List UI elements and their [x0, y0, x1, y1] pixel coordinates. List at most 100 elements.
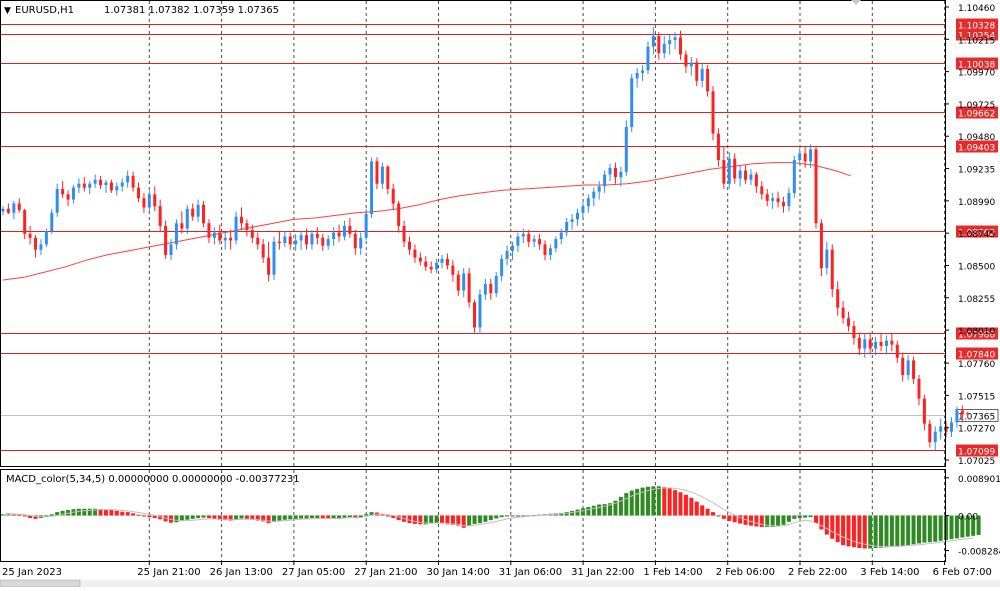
price-level-label-bg: [956, 444, 998, 457]
candle-body: [364, 214, 368, 238]
candle-body: [532, 239, 536, 242]
symbol-menu-icon[interactable]: ▼: [4, 6, 11, 16]
time-tick-label: 2 Feb 22:00: [788, 567, 847, 578]
macd-bar: [114, 510, 119, 516]
candle-body: [272, 241, 276, 275]
macd-bar: [434, 515, 439, 523]
price-tick-label: 1.10215: [958, 36, 995, 46]
macd-bar: [288, 515, 293, 520]
moving-average: [2, 162, 851, 281]
macd-bar: [879, 515, 884, 548]
macd-bar: [602, 504, 607, 516]
macd-bar: [656, 486, 661, 516]
candle-body: [516, 236, 520, 246]
macd-bar: [337, 515, 342, 519]
macd-bar: [808, 515, 813, 518]
macd-tick-label: 0.0089017: [958, 475, 1000, 485]
time-tick-label: 27 Jan 05:00: [282, 567, 345, 578]
candle-body: [939, 426, 943, 432]
macd-bar: [651, 486, 656, 516]
moving-average-line: [2, 162, 851, 281]
price-tick-label: 1.08500: [958, 262, 995, 272]
price-tick-label: 1.09480: [958, 133, 995, 143]
macd-bar: [694, 501, 699, 516]
price-level-label: 1.10328: [958, 22, 995, 32]
price-level-label: 1.09403: [958, 144, 995, 154]
candle-body: [749, 174, 753, 180]
candle-body: [408, 241, 411, 250]
price-level-label-bg: [956, 18, 998, 31]
candle-body: [28, 233, 32, 238]
candle-body: [402, 225, 406, 242]
candle-body: [819, 223, 823, 269]
macd-bar: [521, 515, 526, 517]
macd-bar: [618, 496, 623, 516]
macd-bar: [342, 515, 347, 518]
macd-bar: [450, 515, 455, 525]
macd-bar: [748, 515, 753, 526]
price-level-label: 1.07840: [958, 351, 995, 361]
candle-body: [88, 183, 92, 188]
candle-body: [305, 235, 309, 245]
macd-bar: [927, 515, 932, 543]
candle-body: [906, 360, 910, 375]
macd-bar: [705, 508, 710, 516]
horizontal-scrollbar[interactable]: [0, 579, 1000, 588]
time-axis[interactable]: 25 Jan 2023 25 Jan 21:00 26 Jan 13:00 27 Ja…: [2, 561, 1000, 578]
candle-body: [375, 161, 379, 184]
price-tick-label: 1.07270: [958, 425, 995, 435]
macd-bar: [206, 515, 211, 519]
price-level-label-bg: [956, 140, 998, 153]
macd-bar: [385, 515, 390, 517]
candle-body: [321, 237, 325, 246]
candle-body: [397, 203, 401, 226]
candle-body: [852, 326, 856, 339]
macd-bar: [309, 515, 314, 519]
price-tick-label: 1.08745: [958, 230, 995, 240]
price-tick-label: 1.08990: [958, 198, 995, 208]
candle-body: [868, 339, 872, 349]
candle-body: [917, 378, 921, 399]
scroll-arrow-icon[interactable]: [851, 0, 861, 5]
candle-body: [679, 37, 682, 55]
candle-body: [754, 174, 758, 187]
candle-body: [619, 171, 623, 178]
candle-body: [337, 232, 341, 237]
candle-body: [933, 431, 937, 443]
candle-body: [55, 188, 59, 213]
candle-body: [391, 188, 395, 204]
candle-body: [288, 236, 292, 245]
macd-bar: [185, 515, 190, 520]
macd-bar: [369, 512, 374, 516]
candle-body: [229, 237, 233, 241]
macd-bar: [282, 515, 287, 520]
scrollbar-track[interactable]: [0, 580, 1000, 587]
candle-body: [744, 170, 748, 180]
candle-body: [359, 237, 363, 249]
macd-bar: [732, 515, 737, 523]
price-axis[interactable]: 1.10460 1.10215 1.09970 1.09725 1.09480 1.092…: [945, 4, 995, 467]
macd-bar: [22, 515, 27, 517]
macd-bar: [938, 515, 943, 541]
candle-body: [505, 250, 509, 259]
macd-bar: [217, 515, 222, 520]
macd-signal-line: [2, 487, 974, 547]
candle-body: [641, 70, 645, 73]
price-level-label: 1.10254: [958, 32, 995, 42]
macd-bar: [884, 515, 889, 548]
macd-bar: [505, 515, 510, 517]
scrollbar-thumb[interactable]: [0, 579, 81, 588]
macd-bar: [250, 515, 255, 520]
candle-body: [494, 276, 498, 294]
macd-tick-label: 0.00: [958, 513, 978, 523]
candle-body: [267, 257, 271, 275]
candle-body: [814, 149, 818, 224]
macd-bar: [873, 515, 878, 549]
macd-bar: [190, 515, 195, 519]
time-tick-label: 3 Feb 14:00: [860, 567, 919, 578]
macd-axis: 0.0089017 0.00 -0.0082844: [945, 475, 1000, 558]
